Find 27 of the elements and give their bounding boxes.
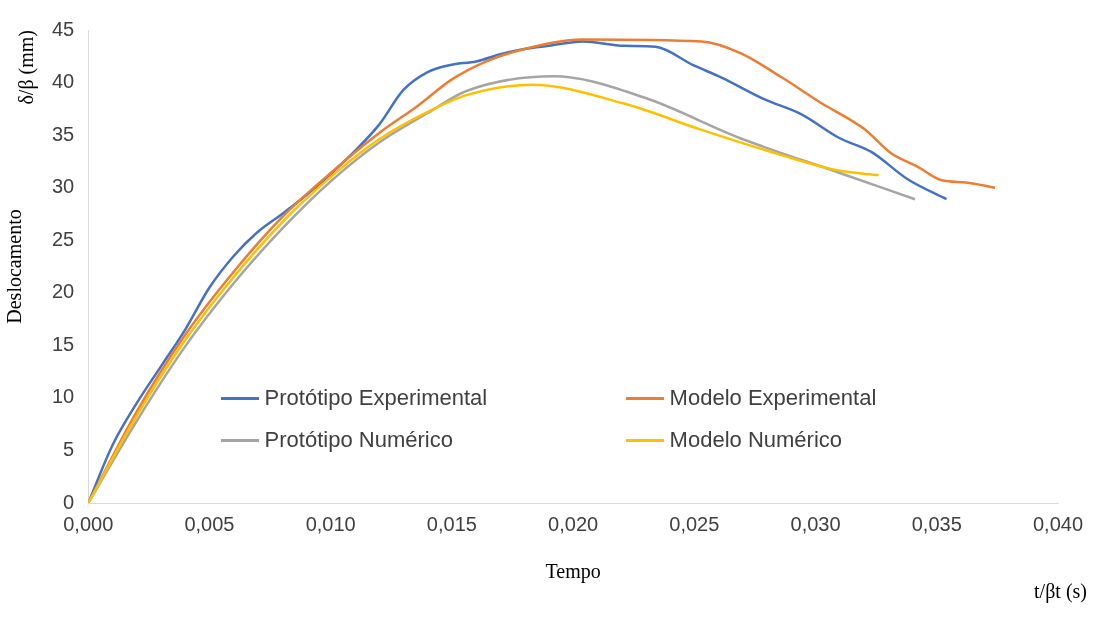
text: t/βt (s) — [1034, 580, 1087, 604]
legend-label: Modelo Numérico — [669, 427, 843, 453]
y-tick-label: 10 — [52, 385, 75, 408]
x-tick-label: 0,025 — [669, 512, 720, 535]
x-tick-label: 0,040 — [1032, 512, 1084, 535]
x-tick-label: 0,020 — [548, 512, 599, 535]
x-axis-title: Tempo — [545, 560, 601, 584]
y-tick-label: 0 — [63, 490, 75, 513]
y-tick-label: 45 — [52, 17, 75, 40]
legend-label: Modelo Experimental — [669, 385, 877, 411]
y-tick-label: 25 — [52, 227, 75, 250]
y-axis-title: Deslocamento — [3, 209, 26, 324]
text: δ/β (mm) — [15, 30, 39, 105]
x-tick-label: 0,030 — [790, 512, 841, 535]
y-tick-label: 30 — [52, 175, 75, 198]
y-tick-label: 40 — [52, 70, 75, 93]
y-tick-label: 20 — [52, 280, 75, 303]
x-tick-label: 0,035 — [911, 512, 962, 535]
y-tick-label: 35 — [52, 122, 75, 145]
legend-label: Protótipo Experimental — [264, 385, 488, 411]
x-tick-label: 0,015 — [426, 512, 477, 535]
legend-label: Protótipo Numérico — [264, 427, 453, 453]
y-tick-label: 15 — [52, 332, 75, 355]
x-tick-label: 0,000 — [63, 512, 114, 535]
x-tick-label: 0,010 — [305, 512, 356, 535]
x-tick-label: 0,005 — [184, 512, 235, 535]
y-tick-label: 5 — [63, 437, 75, 460]
